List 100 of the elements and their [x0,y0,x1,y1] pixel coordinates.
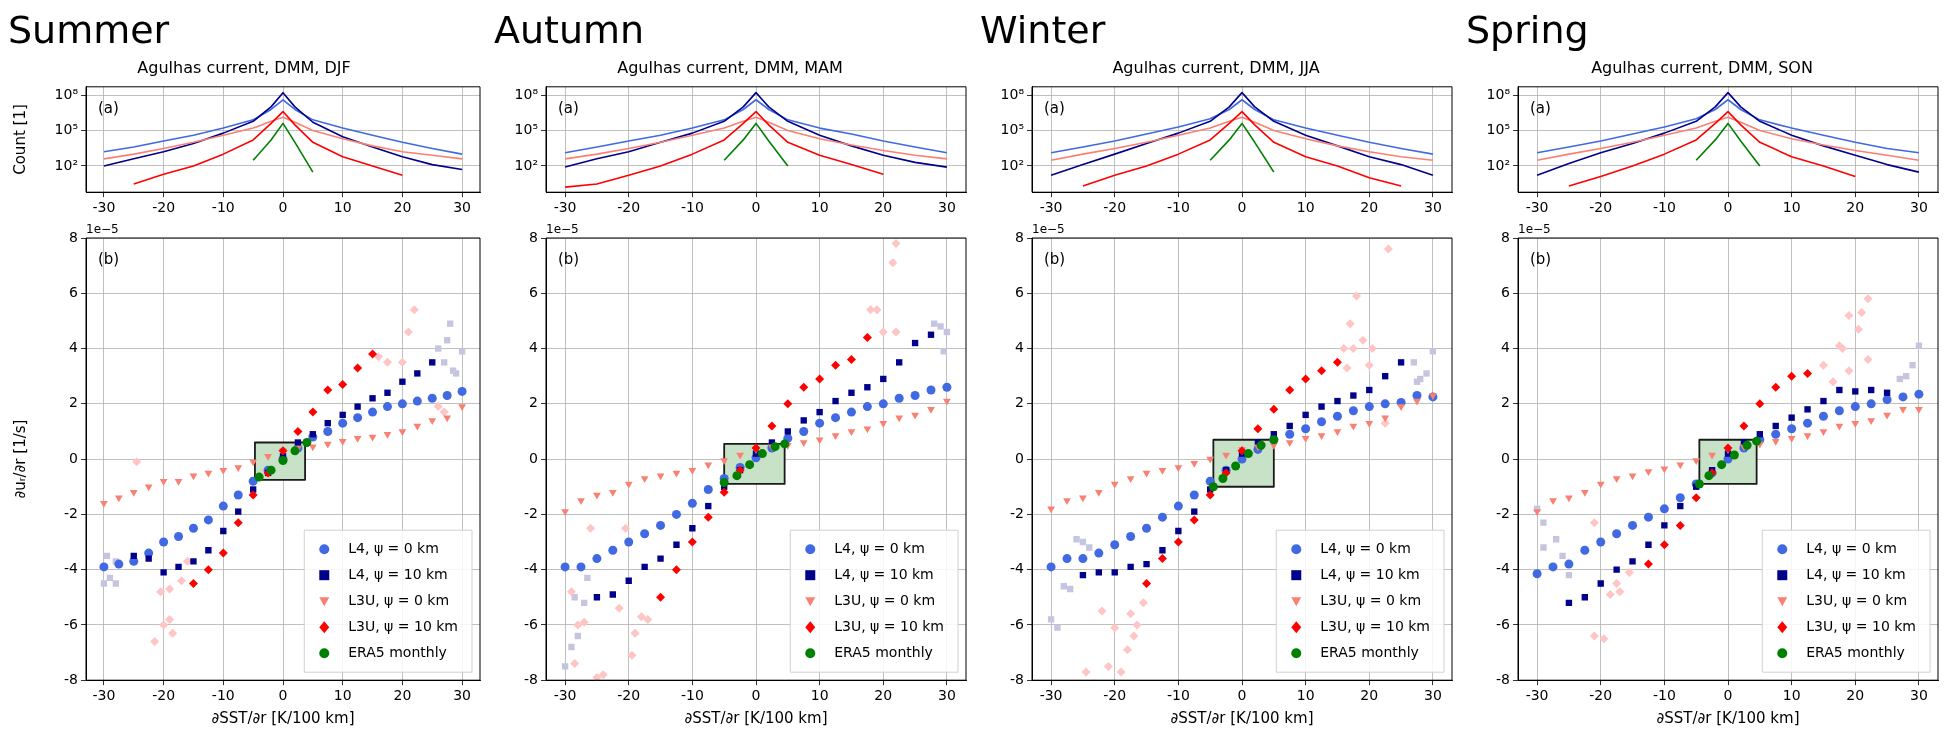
x-tick-label: 0 [1723,687,1733,704]
y-tick-label: 10⁸ [1486,85,1511,102]
x-axis-title: ∂SST/∂r [K/100 km] [1656,708,1800,727]
annotation: (a) [98,98,119,117]
annotation: (b) [1044,250,1066,268]
x-tick-label: -20 [617,199,641,216]
legend-label: L3U, ψ = 0 km [1320,591,1422,608]
y-tick-label: -4 [64,560,79,577]
x-tick-label: -30 [1039,199,1063,216]
y-tick-label: 0 [1015,449,1024,466]
y-tick-label: 6 [69,283,79,300]
y-tick-label: 2 [1501,394,1510,411]
x-axis-title: ∂SST/∂r [K/100 km] [1170,708,1314,727]
x-tick-label: 20 [393,687,412,704]
y-tick-label: 6 [1501,283,1511,300]
y-tick-label: -4 [1496,560,1511,577]
legend-label: ERA5 monthly [834,643,933,660]
chart-title: Autumn [494,7,645,52]
y-tick-label: -8 [1010,670,1024,687]
x-axis-title: ∂SST/∂r [K/100 km] [211,708,355,727]
legend-label: L4, ψ = 10 km [1320,565,1420,582]
x-tick-label: 30 [1423,199,1442,216]
chart-subtitle: Agulhas current, DMM, MAM [617,58,843,78]
y-tick-label: 0 [69,449,78,466]
y-tick-label: -2 [1496,505,1510,522]
x-tick-label: -20 [1589,199,1613,216]
legend-label: ERA5 monthly [348,643,447,660]
y-tick-label: -2 [1010,505,1024,522]
x-tick-label: 30 [453,199,471,216]
x-tick-label: -20 [1589,687,1613,704]
y-tick-label: 4 [1015,339,1025,356]
x-tick-label: -20 [617,687,641,704]
x-tick-label: 30 [453,687,471,704]
y-axis-title: Count [1] [10,104,29,175]
x-tick-label: 10 [1296,199,1315,216]
y-tick-label: -6 [1010,615,1025,632]
annotation: (a) [558,98,579,117]
x-tick-label: 30 [1909,687,1928,704]
x-tick-label: 10 [333,199,352,216]
x-tick-label: -20 [152,687,176,704]
y-tick-label: -8 [1496,670,1510,687]
chart-title: Winter [980,7,1106,52]
x-tick-label: -10 [680,687,704,704]
text: 1e−5 [1518,222,1551,236]
x-tick-label: -30 [92,687,116,704]
legend-label: ERA5 monthly [1806,643,1905,660]
x-tick-label: 0 [751,199,761,216]
y-tick-label: 10⁵ [54,121,78,138]
annotation: (b) [98,250,120,268]
x-tick-label: 10 [1782,687,1801,704]
x-tick-label: 20 [393,199,412,216]
y-tick-label: 6 [529,283,539,300]
chart-subtitle: Agulhas current, DMM, SON [1591,58,1813,78]
annotation: (a) [1044,98,1065,117]
x-tick-label: 20 [1360,199,1379,216]
x-tick-label: -30 [553,199,577,216]
y-tick-label: 10² [514,156,538,173]
y-tick-label: 6 [1015,283,1025,300]
y-tick-label: 10⁸ [1000,85,1025,102]
legend-label: L3U, ψ = 10 km [348,617,458,634]
legend-label: L3U, ψ = 0 km [1806,591,1908,608]
x-axis-title: ∂SST/∂r [K/100 km] [684,708,828,727]
legend-label: L3U, ψ = 0 km [834,591,936,608]
legend-label: L3U, ψ = 10 km [1806,617,1916,634]
legend-label: L4, ψ = 0 km [834,539,925,556]
annotation: (b) [558,250,580,268]
x-tick-label: -10 [211,199,235,216]
x-tick-label: -10 [1652,199,1676,216]
x-tick-label: 20 [874,687,893,704]
legend-label: L3U, ψ = 10 km [1320,617,1430,634]
y-tick-label: -6 [524,615,539,632]
x-tick-label: 0 [1723,199,1733,216]
chart-title: Spring [1466,7,1589,52]
y-tick-label: -6 [1496,615,1511,632]
legend-label: L4, ψ = 10 km [834,565,934,582]
y-tick-label: -4 [524,560,539,577]
legend-label: L4, ψ = 0 km [348,539,439,556]
x-tick-label: -10 [1166,199,1190,216]
annotation: (a) [1530,98,1551,117]
chart-title: Summer [8,7,170,52]
y-tick-label: 10² [1486,156,1510,173]
x-tick-label: -20 [152,199,176,216]
legend-label: L4, ψ = 0 km [1806,539,1897,556]
y-tick-label: 4 [529,339,539,356]
legend-label: L3U, ψ = 0 km [348,591,450,608]
x-tick-label: 30 [937,199,956,216]
y-tick-label: 10⁸ [54,85,79,102]
y-tick-label: 10⁸ [514,85,539,102]
chart-subtitle: Agulhas current, DMM, DJF [137,58,351,78]
legend-label: ERA5 monthly [1320,643,1419,660]
x-tick-label: -30 [92,199,116,216]
x-tick-label: 0 [278,199,288,216]
x-tick-label: -30 [1525,687,1549,704]
y-tick-label: 4 [69,339,79,356]
x-tick-label: -10 [1652,687,1676,704]
legend-label: L4, ψ = 10 km [1806,565,1906,582]
legend-label: L3U, ψ = 10 km [834,617,944,634]
y-tick-label: 8 [529,228,538,245]
legend-label: L4, ψ = 0 km [1320,539,1411,556]
x-tick-label: 0 [1237,199,1247,216]
